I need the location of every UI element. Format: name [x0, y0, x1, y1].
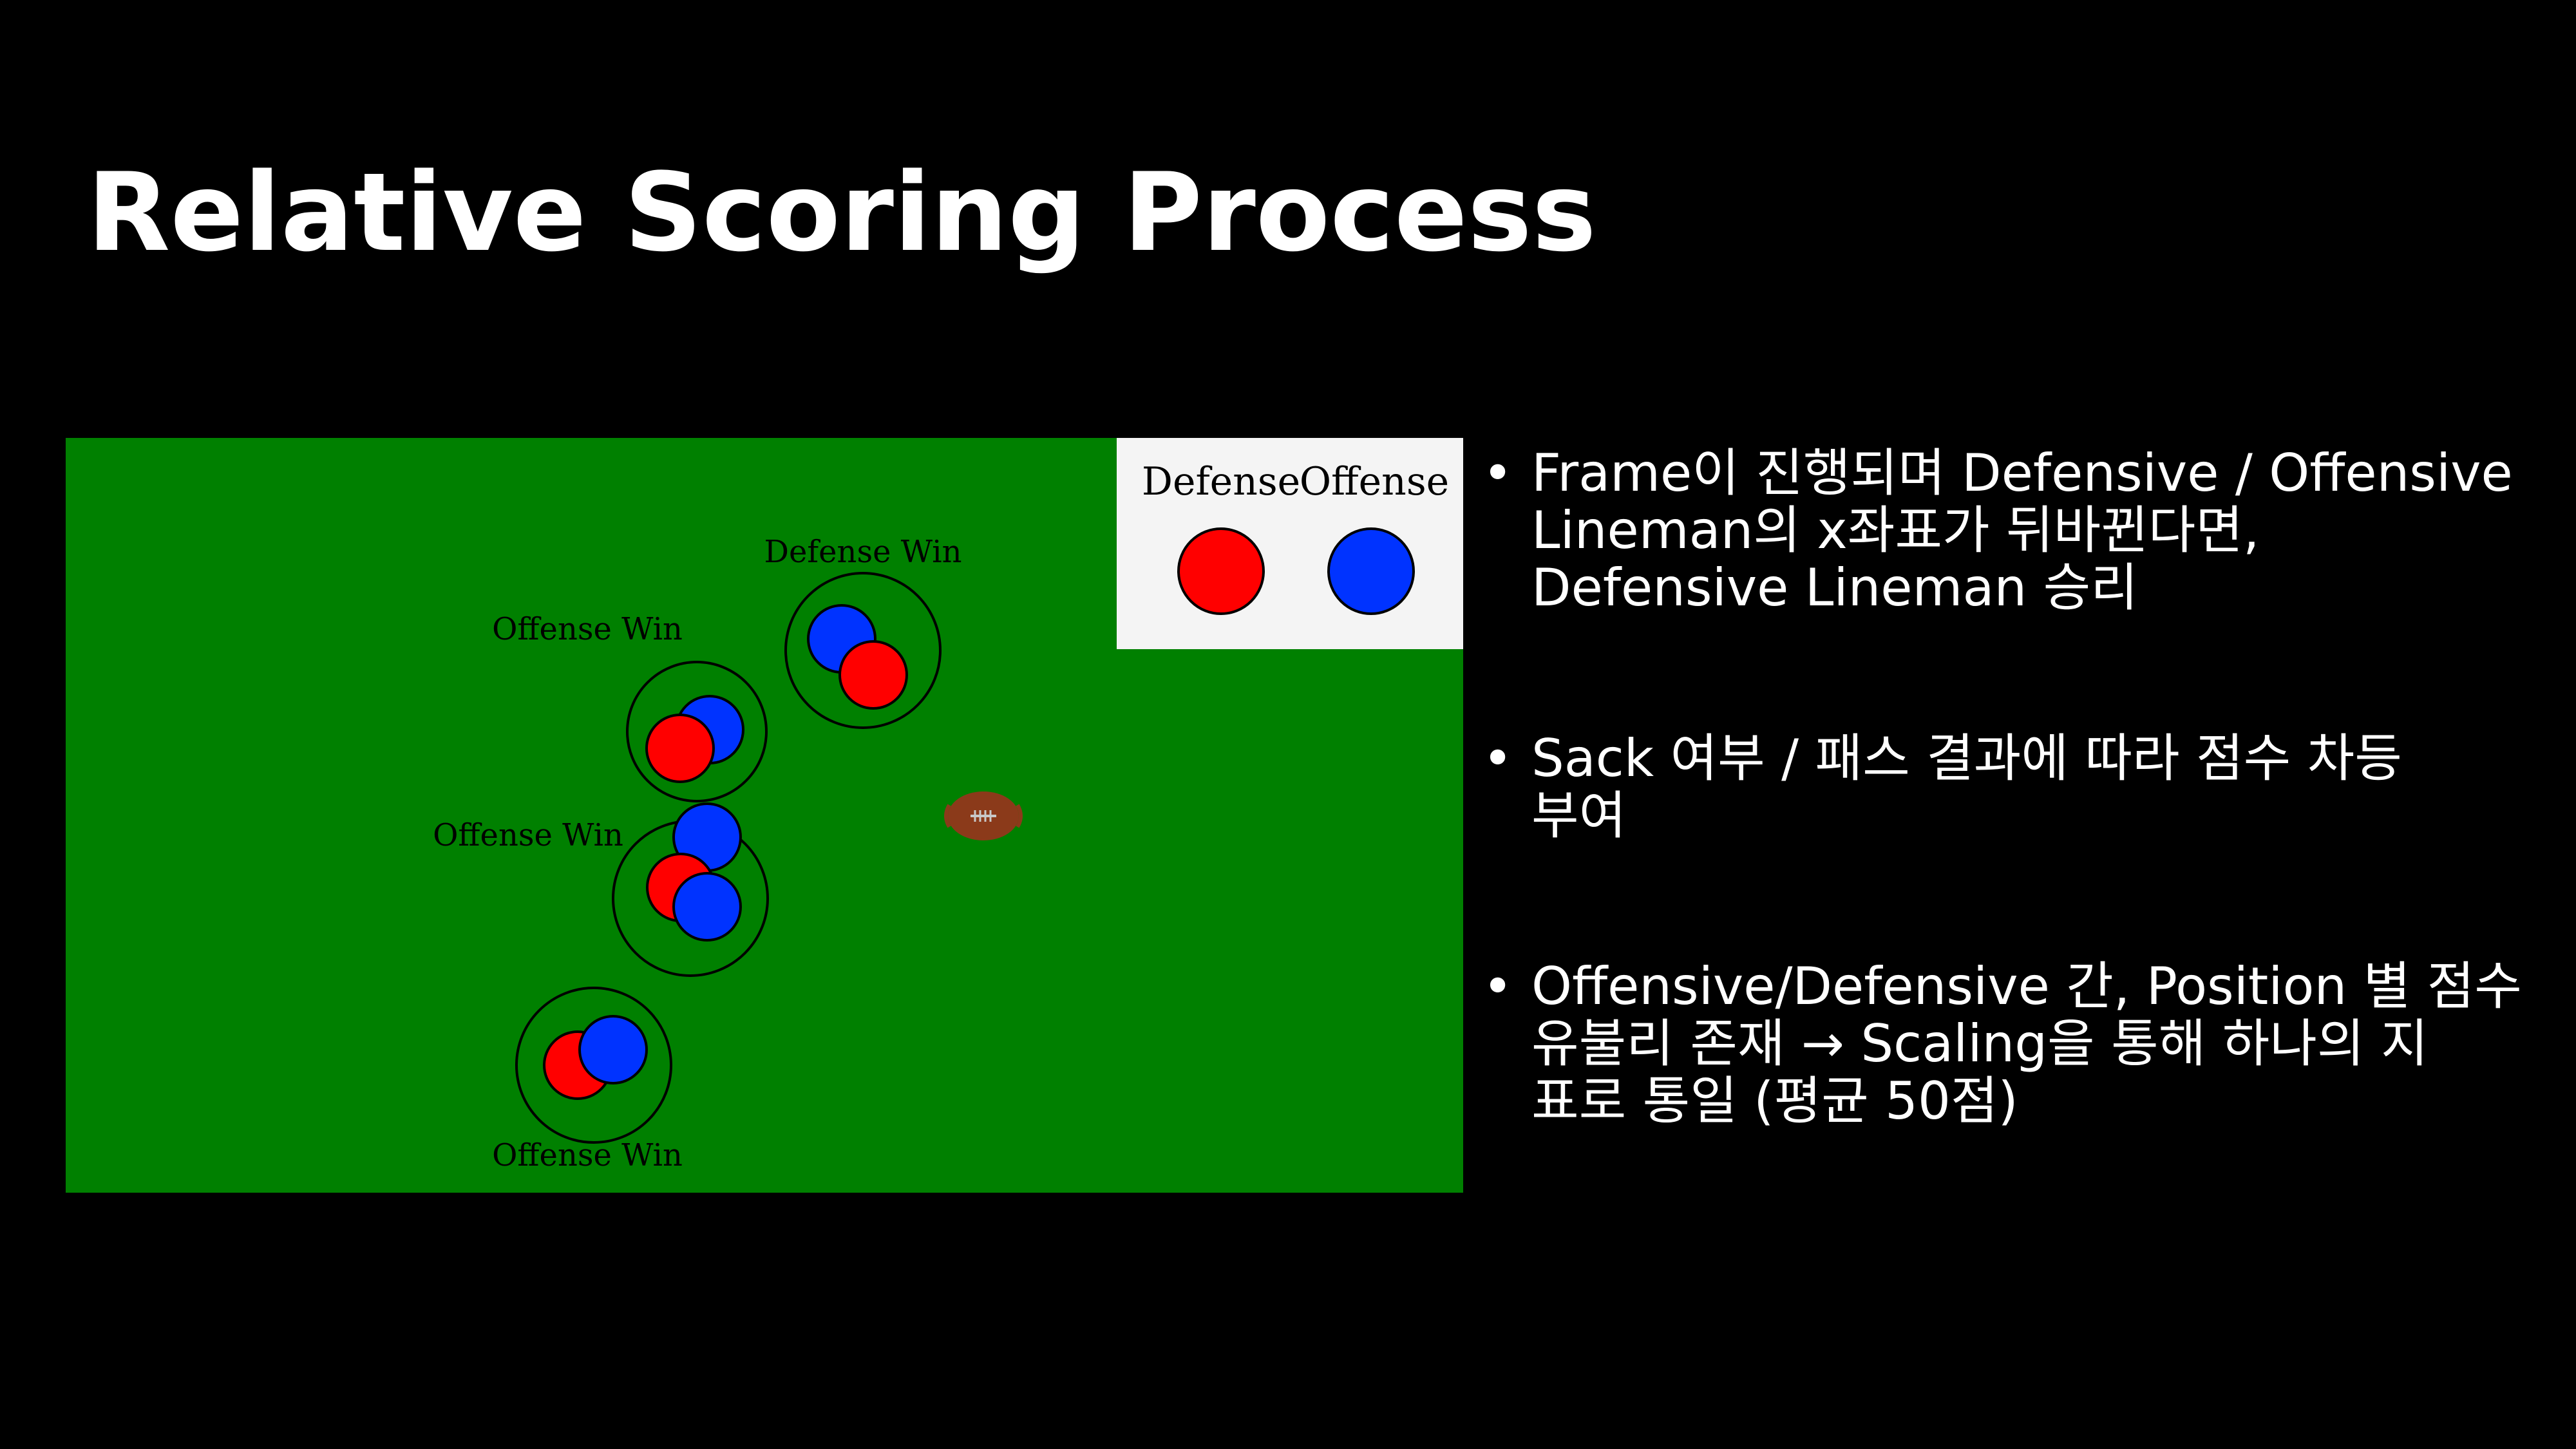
- bullet-dot-icon: •: [1482, 956, 1513, 1016]
- matchup-ring: [626, 661, 768, 802]
- legend-box: [1117, 438, 1463, 649]
- matchup-label: Offense Win: [492, 611, 683, 647]
- defensive-lineman-marker: [838, 640, 908, 710]
- matchup-defense-win-1: Defense Win: [764, 534, 962, 729]
- legend-offense-marker: [1327, 527, 1415, 615]
- matchup-label: Defense Win: [764, 534, 961, 570]
- defensive-lineman-marker: [645, 714, 715, 783]
- matchup-ring: [784, 572, 942, 729]
- offensive-lineman-marker: [578, 1015, 648, 1084]
- matchup-offense-win-1: Offense Win: [492, 611, 768, 802]
- football-icon: [944, 791, 1023, 840]
- bullet-dot-icon: •: [1482, 728, 1513, 788]
- legend: Defense Offense: [1117, 438, 1463, 649]
- matchup-offense-win-2: Offense Win: [433, 802, 769, 977]
- bullet-line: 유불리 존재 → Scaling을 통해 하나의 지: [1531, 1014, 2429, 1074]
- bullet-line: Offensive/Defensive 간, Position 별 점수: [1531, 956, 2522, 1016]
- matchup-ring: [515, 987, 672, 1144]
- legend-defense-marker: [1177, 527, 1265, 615]
- bullet-line: Lineman의 x좌표가 뒤바뀐다면,: [1531, 500, 2260, 560]
- matchup-label: Offense Win: [433, 817, 623, 853]
- field-diagram: Defense Offense Defense Win Offense Win …: [66, 438, 1463, 1193]
- bullet-dot-icon: •: [1482, 443, 1513, 503]
- bullet-line: Defensive Lineman 승리: [1531, 558, 2138, 618]
- bullet-line: Sack 여부 / 패스 결과에 따라 점수 차등: [1531, 728, 2402, 788]
- bullet-line: 표로 통일 (평균 50점): [1531, 1071, 2018, 1131]
- slide-title: Relative Scoring Process: [87, 149, 1596, 276]
- legend-defense-label: Defense: [1142, 459, 1300, 504]
- bullet-item: • Frame이 진행되며 Defensive / Offensive Line…: [1475, 443, 2513, 618]
- offensive-lineman-marker: [672, 872, 742, 942]
- matchup-offense-win-3: Offense Win: [492, 987, 683, 1173]
- bullet-line: Frame이 진행되며 Defensive / Offensive: [1531, 443, 2513, 503]
- bullet-item: • Sack 여부 / 패스 결과에 따라 점수 차등 부여: [1475, 730, 2505, 844]
- bullet-item: • Offensive/Defensive 간, Position 별 점수 유…: [1475, 956, 2522, 1131]
- legend-offense-label: Offense: [1300, 459, 1449, 504]
- bullet-line: 부여: [1531, 786, 1627, 846]
- matchup-label: Offense Win: [492, 1137, 683, 1173]
